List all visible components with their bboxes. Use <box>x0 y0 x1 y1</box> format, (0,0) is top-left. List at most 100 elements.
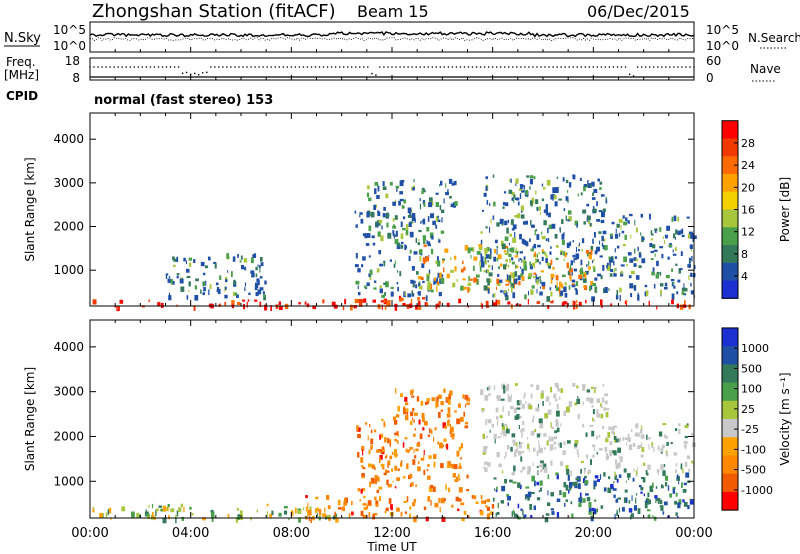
power-cell <box>581 266 583 269</box>
velocity-cell <box>412 459 416 465</box>
velocity-cell <box>387 483 392 488</box>
velocity-cell <box>549 444 554 451</box>
velocity-cell <box>652 515 654 518</box>
power-cell <box>511 272 514 279</box>
velocity-cell <box>317 509 322 512</box>
power-cell <box>590 245 594 251</box>
power-cell <box>438 238 440 241</box>
velocity-cell <box>413 499 417 503</box>
power-cell <box>499 218 504 225</box>
power-cell <box>537 244 541 248</box>
power-cell <box>516 265 519 269</box>
power-cell <box>421 190 424 195</box>
power-cell <box>464 245 469 251</box>
velocity-cell <box>573 481 578 487</box>
nave-point <box>516 66 518 68</box>
velocity-cell <box>568 401 572 407</box>
velocity-cell <box>426 400 430 404</box>
velocity-cell <box>578 497 582 502</box>
nave-point <box>600 66 603 68</box>
freq-left-tick-top: 18 <box>65 54 80 68</box>
beam-label: Beam 15 <box>357 2 429 21</box>
velocity-cell <box>585 493 589 496</box>
velocity-cell <box>593 386 597 389</box>
power-cell <box>381 225 383 230</box>
velocity-cell <box>309 506 312 510</box>
power-cell <box>539 206 541 211</box>
power-cell <box>383 260 386 264</box>
power-cell <box>630 293 633 298</box>
velocity-cell <box>397 468 400 471</box>
velocity-cell <box>553 393 557 396</box>
velocity-cell <box>497 436 501 439</box>
velocity-cell <box>370 438 374 444</box>
velocity-cell <box>359 499 361 502</box>
velocity-cell <box>307 509 312 516</box>
power-cell <box>665 274 670 279</box>
velocity-cell <box>567 474 570 481</box>
velocity-cell <box>612 450 616 454</box>
nave-point <box>640 66 643 68</box>
ylabel: Slant Range [km] <box>23 367 37 471</box>
nave-point <box>556 66 558 68</box>
power-cell <box>493 248 497 254</box>
colorbar-tick-label: 8 <box>741 248 748 261</box>
velocity-cell <box>522 421 525 425</box>
colorbar-swatch <box>722 138 738 157</box>
power-cell <box>664 286 668 290</box>
velocity-cell <box>509 479 513 483</box>
power-cell <box>419 203 422 210</box>
nave-point <box>278 66 281 68</box>
nave-point <box>117 66 119 68</box>
power-cell <box>506 274 509 281</box>
power-cell <box>584 273 587 279</box>
nave-point <box>173 66 176 68</box>
power-cell <box>600 219 605 224</box>
power-cell <box>653 249 658 252</box>
power-cell <box>625 300 628 303</box>
velocity-cell <box>536 433 541 438</box>
power-cell <box>503 191 507 194</box>
power-cell <box>583 221 586 225</box>
power-cell <box>563 232 565 236</box>
velocity-cell <box>152 511 154 518</box>
velocity-cell <box>460 502 465 506</box>
power-cell <box>246 301 248 308</box>
velocity-cell <box>590 459 592 465</box>
power-cell <box>666 225 670 231</box>
power-cell <box>437 281 439 285</box>
colorbar-swatch <box>722 327 738 347</box>
velocity-cell <box>459 463 461 466</box>
power-cell <box>397 270 399 273</box>
colorbar-swatch <box>722 174 738 193</box>
nave-point <box>153 66 156 68</box>
power-cell <box>540 270 544 273</box>
power-cell <box>520 273 524 278</box>
velocity-cell <box>464 425 469 429</box>
power-cell <box>587 261 590 266</box>
power-cell <box>256 278 260 283</box>
power-cell <box>421 187 425 191</box>
power-cell <box>615 228 617 234</box>
power-cell <box>531 224 535 228</box>
power-cell <box>368 225 372 232</box>
power-cell <box>629 213 633 217</box>
power-cell <box>193 305 196 311</box>
power-cell <box>399 271 402 277</box>
velocity-cell <box>487 513 490 516</box>
power-cell <box>536 279 539 285</box>
power-cell <box>378 219 383 224</box>
velocity-cell <box>618 507 620 513</box>
velocity-cell <box>501 423 504 427</box>
power-cell <box>392 218 395 222</box>
velocity-cell <box>362 467 366 470</box>
velocity-cell <box>362 487 366 492</box>
power-cell <box>625 301 627 306</box>
power-cell <box>544 252 547 256</box>
velocity-cell <box>507 502 509 506</box>
power-cell <box>168 292 171 296</box>
velocity-cell <box>403 476 406 479</box>
velocity-cell <box>496 512 500 515</box>
power-cell <box>602 264 605 271</box>
velocity-cell <box>384 437 387 443</box>
